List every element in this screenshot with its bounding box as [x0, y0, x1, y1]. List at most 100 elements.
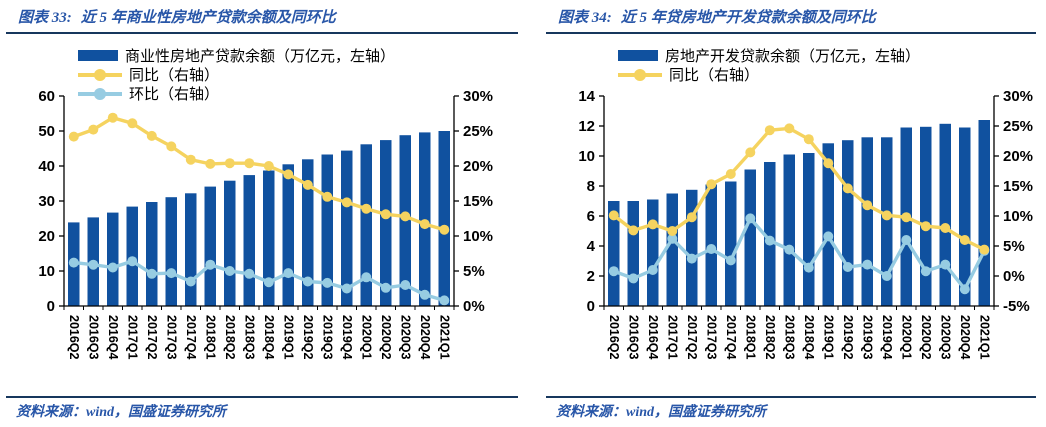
legend-label: 房地产开发贷款余额（万亿元，左轴）	[665, 49, 921, 65]
line-marker-icon	[618, 68, 662, 81]
source-note: 资料来源：wind，国盛证券研究所	[16, 405, 227, 420]
svg-text:2019Q3: 2019Q3	[320, 315, 334, 360]
svg-text:8: 8	[587, 178, 595, 195]
legend-label: 同比（右轴）	[669, 68, 760, 84]
svg-text:2018Q4: 2018Q4	[802, 315, 816, 360]
legend-item-yoy: 同比（右轴）	[78, 65, 395, 84]
svg-text:2021Q1: 2021Q1	[977, 315, 991, 360]
legend-item-yoy: 同比（右轴）	[618, 65, 920, 84]
svg-text:2019Q4: 2019Q4	[340, 315, 354, 360]
svg-text:30%: 30%	[463, 88, 493, 105]
svg-text:2019Q1: 2019Q1	[821, 315, 835, 360]
svg-text:14: 14	[578, 88, 595, 105]
svg-text:0%: 0%	[463, 298, 485, 315]
svg-text:40: 40	[38, 158, 55, 175]
yoy-line	[68, 112, 450, 235]
legend-label: 商业性房地产贷款余额（万亿元，左轴）	[125, 49, 396, 65]
svg-text:6: 6	[587, 208, 595, 225]
svg-text:2020Q1: 2020Q1	[359, 315, 373, 360]
legend: 商业性房地产贷款余额（万亿元，左轴） 同比（右轴） 环比（右轴）	[78, 46, 395, 103]
legend: 房地产开发贷款余额（万亿元，左轴） 同比（右轴）	[618, 46, 920, 84]
svg-text:0: 0	[47, 298, 55, 315]
svg-text:2016Q4: 2016Q4	[106, 315, 120, 360]
svg-text:2019Q1: 2019Q1	[281, 315, 295, 360]
figure-title: 近 5 年贷房地产开发贷款余额及同环比	[620, 10, 876, 26]
svg-text:2020Q3: 2020Q3	[398, 315, 412, 360]
svg-text:2017Q4: 2017Q4	[184, 315, 198, 360]
svg-text:2017Q1: 2017Q1	[125, 315, 139, 360]
svg-text:10: 10	[38, 263, 55, 280]
svg-text:2018Q2: 2018Q2	[223, 315, 237, 360]
svg-text:10: 10	[578, 148, 595, 165]
figure-34-panel: 图表 34: 近 5 年贷房地产开发贷款余额及同环比 房地产开发贷款余额（万亿元，…	[546, 0, 1042, 427]
svg-text:0: 0	[587, 298, 595, 315]
legend-item-balance: 房地产开发贷款余额（万亿元，左轴）	[618, 46, 920, 65]
figure-label: 图表 33:	[18, 10, 72, 26]
svg-text:2018Q4: 2018Q4	[262, 315, 276, 360]
x-axis-labels: 2016Q2 2016Q3 2016Q4 2017Q1 2017Q2 2017Q3 2017…	[67, 315, 451, 360]
svg-text:2017Q2: 2017Q2	[145, 315, 159, 360]
figure-34-heading: 图表 34: 近 5 年贷房地产开发贷款余额及同环比	[558, 6, 876, 27]
svg-text:2019Q2: 2019Q2	[301, 315, 315, 360]
svg-text:2017Q4: 2017Q4	[724, 315, 738, 360]
source-rule	[546, 396, 1036, 398]
right-axis-ticks: 0% 5% 10% 15% 20% 25% 30%	[454, 88, 493, 315]
svg-text:20%: 20%	[463, 158, 493, 175]
left-axis-ticks: 0 10 20 30 40 50 60	[38, 88, 64, 315]
x-axis-ticks	[603, 306, 995, 310]
bar-swatch-icon	[618, 50, 658, 61]
legend-label: 环比（右轴）	[129, 87, 220, 103]
svg-text:25%: 25%	[1003, 118, 1033, 135]
svg-text:2018Q1: 2018Q1	[743, 315, 757, 360]
svg-text:2018Q1: 2018Q1	[203, 315, 217, 360]
svg-text:25%: 25%	[463, 123, 493, 140]
svg-text:2020Q4: 2020Q4	[418, 315, 432, 360]
svg-text:2017Q1: 2017Q1	[665, 315, 679, 360]
svg-text:2016Q3: 2016Q3	[626, 315, 640, 360]
svg-text:20%: 20%	[1003, 148, 1033, 165]
svg-text:2017Q2: 2017Q2	[685, 315, 699, 360]
svg-text:5%: 5%	[1003, 238, 1025, 255]
legend-item-qoq: 环比（右轴）	[78, 84, 395, 103]
x-axis-labels: 2016Q2 2016Q3 2016Q4 2017Q1 2017Q2 2017Q3 2017…	[607, 315, 992, 360]
figure-label: 图表 34:	[558, 10, 612, 26]
axis-frame	[603, 96, 995, 307]
balance-bars	[68, 131, 450, 307]
left-axis-ticks: 0 2 4 6 8 10 12 14	[578, 88, 604, 315]
svg-text:2019Q3: 2019Q3	[860, 315, 874, 360]
svg-text:-5%: -5%	[1003, 298, 1030, 315]
svg-text:2018Q3: 2018Q3	[782, 315, 796, 360]
svg-text:30: 30	[38, 193, 55, 210]
x-axis-ticks	[63, 306, 455, 310]
svg-text:2021Q1: 2021Q1	[437, 315, 451, 360]
svg-text:2: 2	[587, 268, 595, 285]
bar-swatch-icon	[78, 50, 118, 61]
svg-text:50: 50	[38, 123, 55, 140]
source-note: 资料来源：wind，国盛证券研究所	[556, 405, 767, 420]
line-marker-icon	[78, 68, 122, 81]
svg-text:2019Q4: 2019Q4	[880, 315, 894, 360]
svg-text:10%: 10%	[1003, 208, 1033, 225]
svg-text:30%: 30%	[1003, 88, 1033, 105]
svg-text:12: 12	[578, 118, 595, 135]
svg-text:60: 60	[38, 88, 55, 105]
axis-frame	[63, 96, 455, 307]
svg-text:2016Q4: 2016Q4	[646, 315, 660, 360]
svg-text:5%: 5%	[463, 263, 485, 280]
svg-text:4: 4	[587, 238, 596, 255]
qoq-line	[68, 256, 450, 306]
svg-text:2018Q3: 2018Q3	[242, 315, 256, 360]
source-rule	[6, 396, 518, 398]
title-rule	[546, 32, 1036, 34]
title-rule	[6, 32, 518, 34]
svg-text:2016Q3: 2016Q3	[86, 315, 100, 360]
svg-text:0%: 0%	[1003, 268, 1025, 285]
svg-text:2020Q1: 2020Q1	[899, 315, 913, 360]
figure-33-panel: 图表 33: 近 5 年商业性房地产贷款余额及同环比 商业性房地产贷款余额（万亿元…	[6, 0, 524, 427]
svg-text:2018Q2: 2018Q2	[763, 315, 777, 360]
svg-text:2020Q2: 2020Q2	[919, 315, 933, 360]
svg-text:20: 20	[38, 228, 55, 245]
svg-text:2017Q3: 2017Q3	[164, 315, 178, 360]
